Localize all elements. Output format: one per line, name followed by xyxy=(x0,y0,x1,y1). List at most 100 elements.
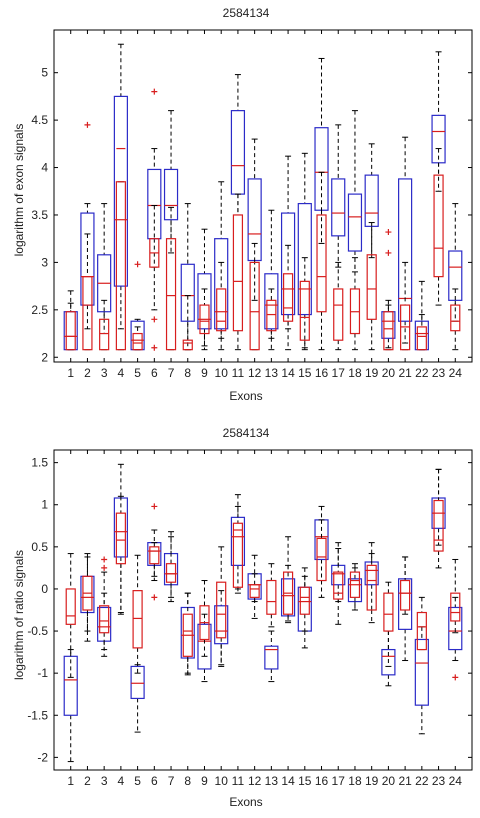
y-tick-label: 0.5 xyxy=(31,540,48,554)
box-red xyxy=(450,592,461,622)
box-red xyxy=(132,332,143,351)
y-tick-label: -0.5 xyxy=(27,624,48,638)
outlier-marker xyxy=(151,88,158,95)
x-tick-label: 18 xyxy=(348,774,362,788)
x-tick-label: 9 xyxy=(201,774,208,788)
x-tick-label: 8 xyxy=(184,366,191,380)
outlier-marker xyxy=(84,121,91,128)
x-tick-label: 6 xyxy=(151,366,158,380)
x-tick-label: 1 xyxy=(67,774,74,788)
box-blue xyxy=(63,655,78,716)
x-tick-label: 2 xyxy=(84,774,91,788)
box-red xyxy=(349,571,361,598)
box-red xyxy=(99,318,110,351)
x-tick-label: 7 xyxy=(168,774,175,788)
chart-title: 2584134 xyxy=(223,426,270,440)
x-tick-label: 18 xyxy=(348,366,362,380)
x-tick-label: 11 xyxy=(232,774,245,788)
box-blue xyxy=(398,178,413,322)
box-blue xyxy=(197,623,212,670)
outlier-marker xyxy=(452,674,459,681)
box-blue xyxy=(297,202,312,316)
box-red xyxy=(216,581,227,639)
x-tick-label: 21 xyxy=(398,366,412,380)
x-tick-label: 23 xyxy=(432,366,446,380)
box-red xyxy=(249,584,260,598)
x-tick-label: 20 xyxy=(382,366,396,380)
x-tick-label: 14 xyxy=(281,366,295,380)
box-blue xyxy=(331,178,346,237)
box-red xyxy=(65,311,76,351)
x-tick-label: 6 xyxy=(151,774,158,788)
box-red xyxy=(199,304,210,335)
y-tick-label: -1 xyxy=(37,666,48,680)
box-red xyxy=(249,261,260,351)
box-blue xyxy=(448,606,463,651)
x-tick-label: 2 xyxy=(84,366,91,380)
box-red xyxy=(383,311,394,351)
y-tick-label: -2 xyxy=(37,750,48,764)
box-blue xyxy=(197,273,212,330)
box-red xyxy=(450,304,461,332)
box-red xyxy=(165,563,177,583)
box-blue xyxy=(347,193,363,252)
box-blue xyxy=(264,645,279,670)
box-red xyxy=(333,571,344,600)
box-red xyxy=(65,588,76,625)
box-red xyxy=(182,339,193,351)
box-red xyxy=(416,326,427,351)
y-tick-label: 3 xyxy=(41,255,48,269)
box-red xyxy=(132,590,143,649)
y-tick-label: 0 xyxy=(41,582,48,596)
x-tick-label: 22 xyxy=(415,366,429,380)
box-red xyxy=(316,214,327,313)
box-blue xyxy=(214,605,229,645)
y-axis-label: logarithm of ratio signals xyxy=(12,550,26,680)
outlier-marker xyxy=(151,344,158,351)
box-blue xyxy=(130,665,145,700)
outlier-marker xyxy=(385,229,392,236)
box-red xyxy=(416,611,427,651)
y-tick-label: 2 xyxy=(41,350,48,364)
x-tick-label: 24 xyxy=(449,366,463,380)
y-tick-label: 1 xyxy=(41,498,48,512)
x-tick-label: 4 xyxy=(118,774,125,788)
box-blue xyxy=(314,127,329,211)
outlier-marker xyxy=(385,249,392,256)
x-tick-label: 10 xyxy=(215,774,229,788)
x-tick-label: 14 xyxy=(281,774,295,788)
box-red xyxy=(115,512,126,565)
x-tick-label: 4 xyxy=(118,366,125,380)
outlier-marker xyxy=(151,316,158,323)
box-red xyxy=(266,579,277,615)
box-red xyxy=(266,299,277,332)
chart-panel-top: 2584134 Exons logarithm of exon signals … xyxy=(12,6,473,403)
box-red xyxy=(366,564,377,611)
box-blue xyxy=(448,250,463,301)
y-tick-label: 5 xyxy=(41,66,48,80)
x-tick-label: 19 xyxy=(365,774,379,788)
box-blue xyxy=(230,110,246,195)
x-tick-label: 23 xyxy=(432,774,446,788)
x-tick-label: 12 xyxy=(248,774,262,788)
x-tick-label: 10 xyxy=(215,366,229,380)
box-red xyxy=(82,276,93,351)
outlier-marker xyxy=(101,564,108,571)
y-tick-label: 2.5 xyxy=(31,303,48,317)
box-red xyxy=(433,174,444,278)
box-red xyxy=(400,579,411,611)
x-tick-label: 15 xyxy=(298,366,312,380)
x-tick-label: 17 xyxy=(332,774,346,788)
box-red xyxy=(333,288,344,341)
box-red xyxy=(299,586,310,615)
x-tick-label: 24 xyxy=(449,774,463,788)
box-blue xyxy=(381,648,396,676)
chart-panel-bottom: 2584134 Exons logarithm of ratio signals… xyxy=(12,426,473,809)
y-tick-label: -1.5 xyxy=(27,708,48,722)
x-tick-label: 17 xyxy=(332,366,346,380)
x-tick-label: 8 xyxy=(184,774,191,788)
y-tick-label: 1.5 xyxy=(31,456,48,470)
box-red xyxy=(366,254,377,320)
box-blue xyxy=(280,212,296,316)
